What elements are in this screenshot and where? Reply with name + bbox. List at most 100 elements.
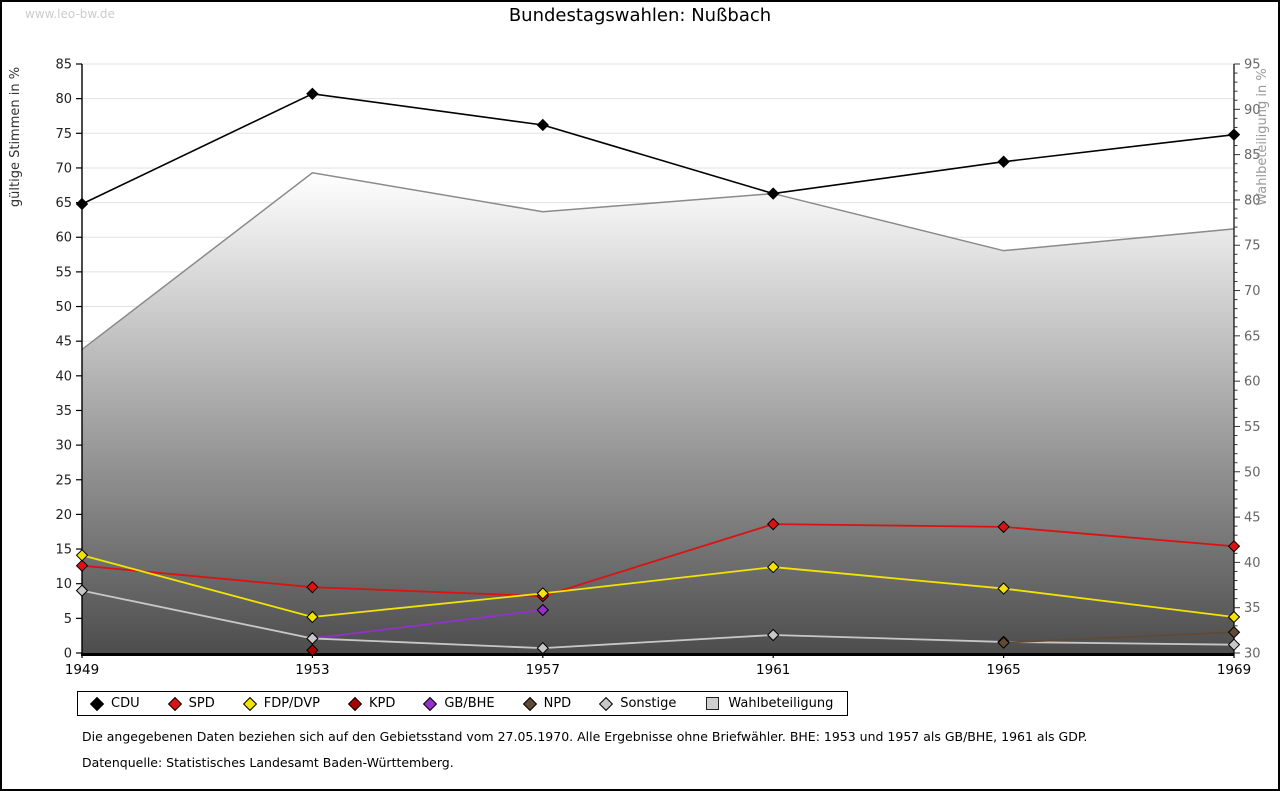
data-point-spd-1965 [997, 520, 1010, 534]
legend-item-gb-bhe: GB/BHE [423, 696, 495, 711]
svg-text:75: 75 [1244, 239, 1261, 254]
svg-text:80: 80 [55, 92, 72, 107]
data-point-spd-1969 [1227, 540, 1241, 553]
data-point-spd-1953 [306, 580, 319, 594]
svg-text:30: 30 [1244, 647, 1261, 662]
svg-text:0: 0 [64, 647, 72, 662]
svg-text:50: 50 [55, 300, 72, 315]
svg-text:1957: 1957 [526, 662, 560, 678]
data-point-spd-1949 [75, 559, 89, 572]
svg-text:55: 55 [55, 265, 72, 280]
data-point-fdp-dvp-1953 [306, 610, 319, 624]
svg-text:40: 40 [1244, 556, 1261, 571]
legend-label: SPD [188, 696, 215, 711]
data-point-npd-1965 [997, 636, 1010, 649]
kpd-marker-icon [347, 696, 363, 711]
data-point-cdu-1969 [1227, 128, 1241, 141]
wahlbeteiligung-marker-icon [706, 697, 720, 710]
left-axis: 0 5 10 15 20 25 30 35 40 45 50 55 60 65 70 75 80 85 gültig… [8, 58, 82, 662]
svg-text:50: 50 [1244, 465, 1261, 480]
footnote-gebietsstand: Die angegebenen Daten beziehen sich auf … [82, 729, 1088, 744]
spd-marker-icon [167, 696, 182, 711]
legend-item-sonstige: Sonstige [599, 696, 677, 711]
legend-label: GB/BHE [444, 696, 495, 711]
data-point-spd-1961 [766, 517, 780, 531]
data-point-sonstige-1949 [75, 584, 89, 597]
svg-text:5: 5 [64, 612, 72, 627]
data-point-kpd-1953 [306, 644, 319, 657]
data-point-cdu-1961 [766, 187, 780, 200]
svg-text:85: 85 [1244, 148, 1261, 163]
data-point-sonstige-1961 [766, 628, 780, 642]
data-point-npd-1969 [1227, 626, 1241, 639]
data-point-cdu-1965 [997, 155, 1010, 168]
series-wahlbeteiligung [81, 171, 1235, 653]
svg-text:15: 15 [55, 543, 72, 558]
data-point-sonstige-1953 [306, 632, 319, 645]
svg-text:60: 60 [1244, 375, 1261, 390]
svg-text:90: 90 [1244, 103, 1261, 118]
svg-text:85: 85 [55, 58, 72, 73]
sonstige-marker-icon [599, 696, 614, 711]
cdu-marker-icon [89, 696, 105, 711]
legend-item-npd: NPD [522, 696, 572, 711]
svg-text:1961: 1961 [756, 662, 790, 678]
watermark-leo-bw: www.leo-bw.de [25, 7, 115, 21]
legend-label: CDU [111, 696, 140, 711]
legend-label: NPD [543, 696, 572, 711]
svg-text:1953: 1953 [295, 662, 329, 678]
svg-text:1949: 1949 [65, 662, 99, 678]
footnote-datenquelle: Datenquelle: Statistisches Landesamt Bad… [82, 755, 454, 770]
series-fdp-dvp [75, 549, 1241, 624]
data-point-sonstige-1957 [536, 641, 550, 655]
svg-text:95: 95 [1244, 58, 1261, 73]
data-point-gb-bhe-1957 [536, 603, 550, 617]
legend-item-spd: SPD [167, 696, 215, 711]
svg-text:60: 60 [55, 231, 72, 246]
data-point-fdp-dvp-1949 [75, 549, 89, 562]
data-point-fdp-dvp-1965 [997, 582, 1010, 595]
svg-text:75: 75 [55, 127, 72, 142]
fdp-dvp-marker-icon [242, 696, 257, 711]
svg-text:25: 25 [55, 473, 72, 488]
npd-marker-icon [522, 696, 537, 711]
page-title: Bundestagswahlen: Nußbach [508, 5, 772, 26]
data-point-cdu-1949 [75, 197, 89, 211]
legend-item-cdu: CDU [89, 696, 140, 711]
svg-text:1969: 1969 [1217, 662, 1251, 678]
series-npd [997, 626, 1241, 649]
svg-text:40: 40 [55, 369, 72, 384]
legend: CDU SPD FDP/DVP KPD GB/BHE NPD Sonstige Wahlbet… [77, 691, 849, 716]
svg-text:10: 10 [55, 577, 72, 592]
svg-text:45: 45 [1244, 511, 1261, 526]
legend-item-wahlbeteiligung: Wahlbeteiligung [706, 696, 833, 711]
data-point-cdu-1957 [536, 118, 550, 132]
legend-label: Sonstige [620, 696, 677, 711]
svg-text:55: 55 [1244, 420, 1261, 435]
svg-text:70: 70 [55, 161, 72, 176]
x-axis: 1949 1953 1957 1961 1965 1969 [65, 653, 1251, 678]
svg-text:65: 65 [55, 196, 72, 211]
legend-label: Wahlbeteiligung [728, 696, 834, 711]
series-cdu [75, 87, 1241, 211]
svg-text:gültige Stimmen in %: gültige Stimmen in % [8, 67, 23, 207]
svg-text:Wahlbeteiligung in %: Wahlbeteiligung in % [1255, 68, 1270, 205]
svg-text:1965: 1965 [986, 662, 1020, 678]
svg-text:80: 80 [1244, 193, 1261, 208]
legend-item-fdp-dvp: FDP/DVP [242, 696, 320, 711]
data-point-cdu-1953 [306, 87, 319, 101]
data-point-sonstige-1969 [1227, 638, 1241, 651]
svg-text:65: 65 [1244, 329, 1261, 344]
gb-bhe-marker-icon [423, 696, 438, 711]
svg-text:20: 20 [55, 508, 72, 523]
svg-text:35: 35 [55, 404, 72, 419]
data-point-fdp-dvp-1961 [766, 560, 780, 574]
svg-text:35: 35 [1244, 601, 1261, 616]
legend-label: FDP/DVP [263, 696, 320, 711]
data-point-fdp-dvp-1957 [536, 587, 550, 600]
svg-text:30: 30 [55, 439, 72, 454]
legend-label: KPD [368, 696, 396, 711]
svg-text:70: 70 [1244, 284, 1261, 299]
